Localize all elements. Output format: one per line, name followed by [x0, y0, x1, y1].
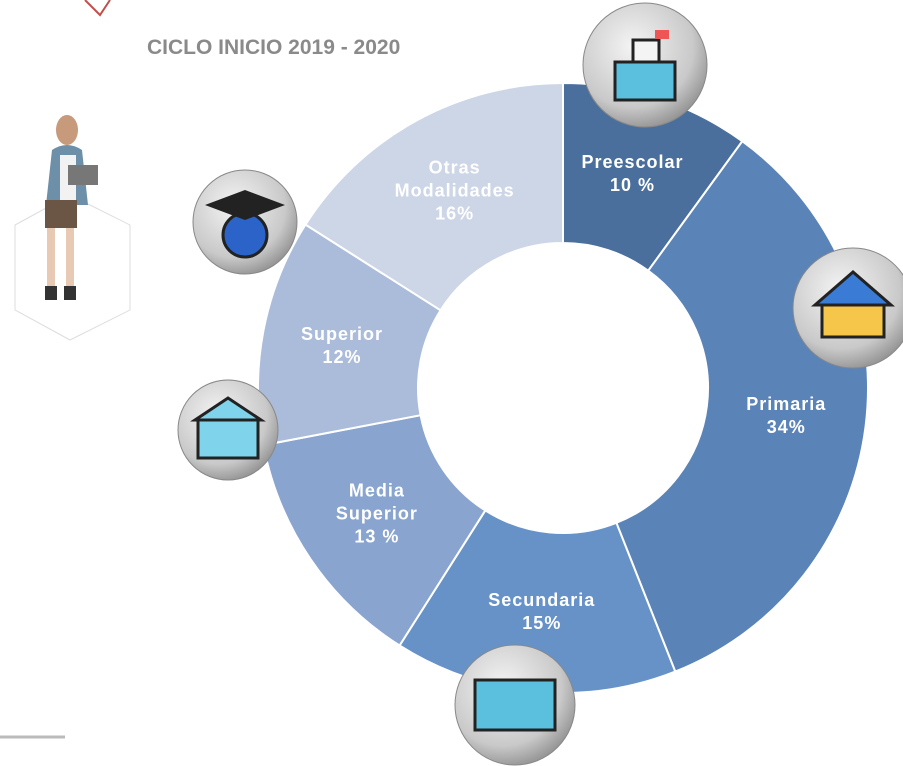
donut-segment	[257, 223, 442, 447]
segment-label: Preescolar 10 %	[568, 151, 698, 197]
donut-segment	[304, 81, 564, 312]
category-label: Media Superior	[335, 480, 418, 524]
category-label: Primaria	[746, 394, 827, 415]
category-label: Superior	[300, 323, 383, 344]
segment-label: Otras Modalidades 16%	[390, 156, 520, 225]
segment-label: Superior 12%	[277, 323, 407, 369]
category-label: Otras Modalidades	[394, 157, 515, 201]
segment-label: Primaria 34%	[721, 393, 851, 439]
chart-title: CICLO INICIO 2019 - 2020	[147, 36, 401, 59]
value-label: 16%	[435, 203, 475, 224]
value-label: 12%	[322, 346, 362, 367]
value-label: 34%	[766, 417, 806, 438]
segment-label: Media Superior 13 %	[312, 480, 442, 549]
illustration	[0, 0, 131, 739]
category-label: Preescolar	[581, 152, 684, 172]
value-label: 13 %	[354, 526, 400, 547]
donut-segment	[398, 509, 677, 694]
value-label: 15%	[522, 613, 562, 633]
value-label: 10 %	[610, 175, 656, 195]
category-label: Secundaria	[488, 590, 596, 610]
icons	[177, 2, 903, 766]
segment-label: Secundaria 15%	[477, 589, 607, 635]
